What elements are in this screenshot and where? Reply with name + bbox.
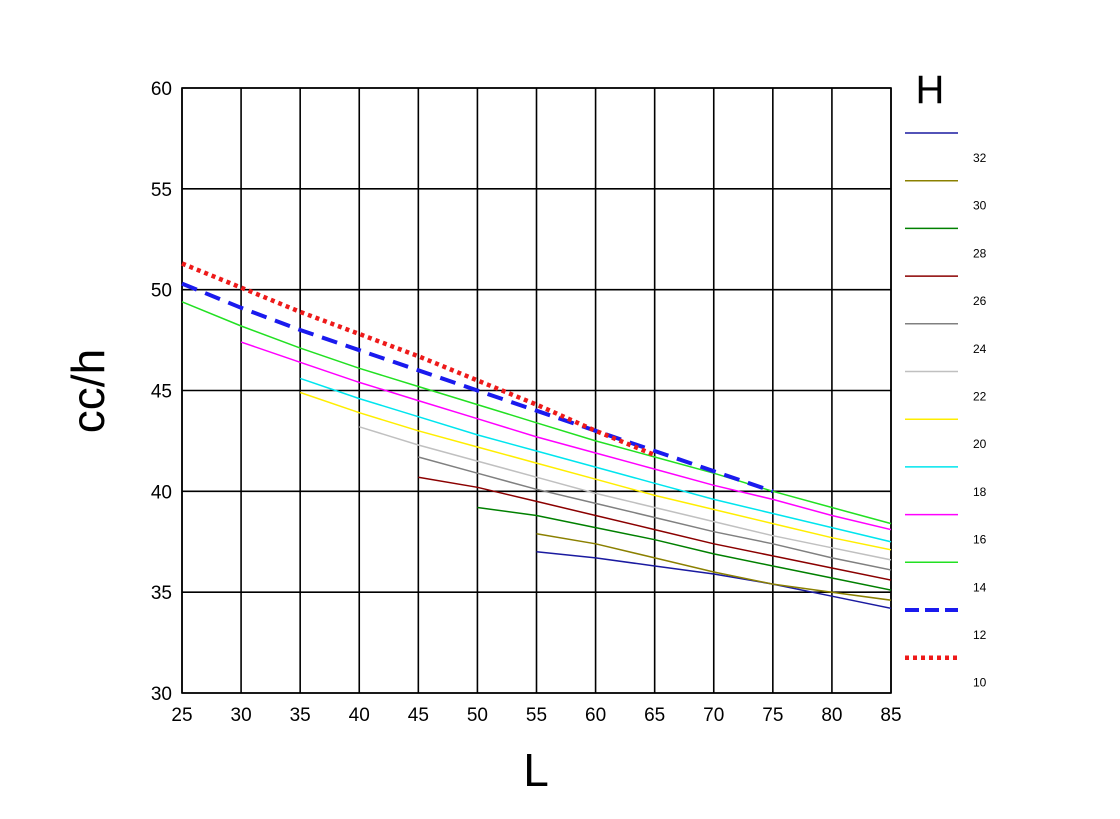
legend-label-h14: 14 xyxy=(973,580,987,594)
y-tick-label: 30 xyxy=(151,684,172,705)
legend-label-h10: 10 xyxy=(973,676,987,690)
x-tick-label: 30 xyxy=(231,705,252,726)
series-line-h30 xyxy=(536,532,892,601)
legend-title: H xyxy=(916,68,945,112)
x-tick-label: 55 xyxy=(526,705,547,726)
y-tick-label: 60 xyxy=(151,79,172,100)
series-lines xyxy=(181,261,892,610)
series-line-h16 xyxy=(240,341,892,531)
x-tick-label: 65 xyxy=(644,705,665,726)
x-tick-label: 50 xyxy=(467,705,488,726)
x-tick-label: 45 xyxy=(408,705,429,726)
series-line-h12 xyxy=(181,281,774,494)
y-tick-label: 50 xyxy=(151,281,172,302)
legend-label-h26: 26 xyxy=(973,294,987,308)
y-axis-title: cc/h xyxy=(62,349,114,433)
x-tick-label: 25 xyxy=(171,705,192,726)
legend-label-h24: 24 xyxy=(973,342,987,356)
x-tick-label: 80 xyxy=(821,705,842,726)
grid-lines xyxy=(181,87,892,694)
series-line-h10 xyxy=(181,261,656,458)
x-tick-label: 70 xyxy=(703,705,724,726)
legend-label-h16: 16 xyxy=(973,533,987,547)
x-tick-label: 85 xyxy=(880,705,901,726)
legend-label-h32: 32 xyxy=(973,151,987,165)
legend-label-h22: 22 xyxy=(973,390,987,404)
x-tick-label: 40 xyxy=(349,705,370,726)
y-tick-label: 55 xyxy=(151,180,172,201)
plot-area xyxy=(181,87,892,694)
series-line-h28 xyxy=(477,506,892,591)
series-line-h22 xyxy=(359,426,892,561)
x-tick-label: 35 xyxy=(290,705,311,726)
x-tick-label: 60 xyxy=(585,705,606,726)
legend: 32 30 28 26 24 22 20 18 16 14 12 10 xyxy=(905,132,987,690)
x-tick-label: 75 xyxy=(762,705,783,726)
legend-label-h20: 20 xyxy=(973,437,987,451)
series-line-h26 xyxy=(418,476,892,581)
legend-label-h18: 18 xyxy=(973,485,987,499)
y-tick-label: 45 xyxy=(151,382,172,403)
series-line-h24 xyxy=(418,456,892,571)
series-line-h20 xyxy=(299,391,892,551)
legend-label-h28: 28 xyxy=(973,246,987,260)
y-tick-label: 35 xyxy=(151,583,172,604)
legend-label-h12: 12 xyxy=(973,628,987,642)
y-tick-label: 40 xyxy=(151,482,172,503)
series-line-h18 xyxy=(299,377,892,543)
legend-label-h30: 30 xyxy=(973,199,987,213)
x-axis-title: L xyxy=(523,744,549,796)
series-line-h32 xyxy=(536,551,892,610)
